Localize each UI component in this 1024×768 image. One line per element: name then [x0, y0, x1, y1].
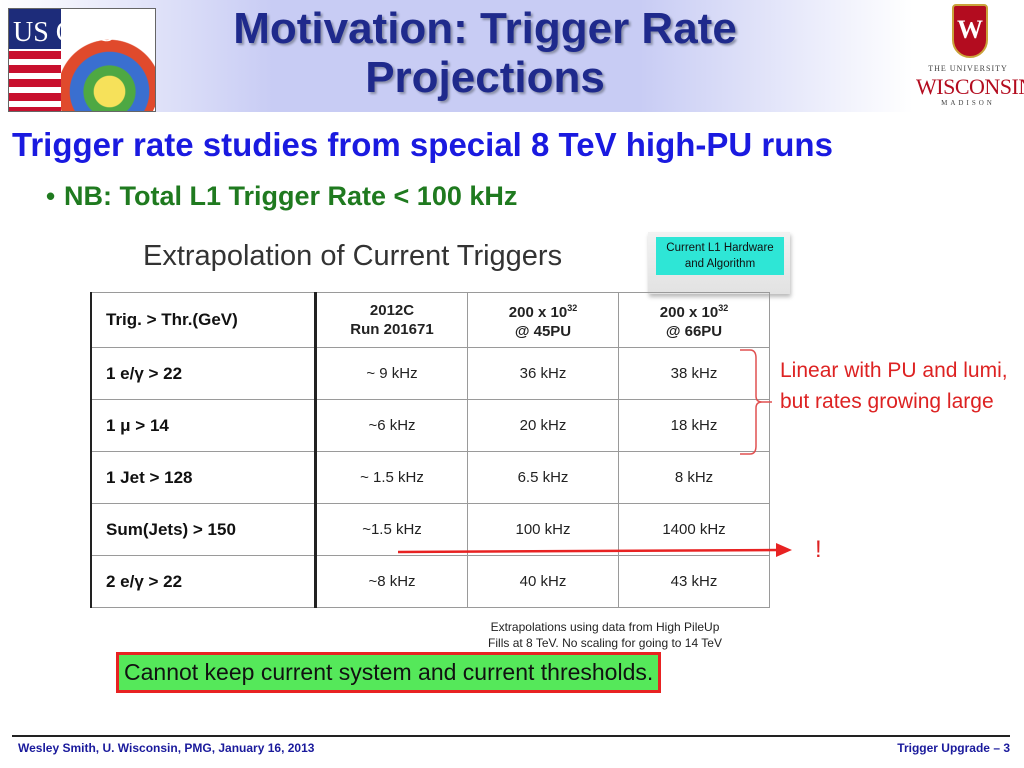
footer-author: Wesley Smith, U. Wisconsin, PMG, January… — [18, 741, 315, 755]
annotation-text: Linear with PU and lumi, but rates growi… — [780, 359, 1008, 413]
header-45pu: 200 x 1032 @ 45PU — [467, 292, 619, 348]
trigger-cell: 1 μ > 14 — [90, 399, 317, 452]
footer-divider — [12, 735, 1010, 737]
cms-swirl-graphic — [49, 31, 155, 111]
run2012c-cell: ~ 1.5 kHz — [315, 451, 468, 504]
header-66pu-base: 200 x 10 — [659, 304, 719, 321]
table-note-line2: Fills at 8 TeV. No scaling for going to … — [488, 636, 722, 650]
trigger-cell: 1 e/γ > 22 — [90, 347, 317, 400]
hardware-label-tab: Current L1 Hardware and Algorithm — [648, 232, 790, 294]
header-66pu-exponent: 32 — [718, 303, 729, 313]
table-note-line1: Extrapolations using data from High Pile… — [490, 620, 720, 634]
trigger-cell: 1 Jet > 128 — [90, 451, 317, 504]
pu45-cell: 36 kHz — [467, 347, 619, 400]
pu66-cell: 8 kHz — [618, 451, 770, 504]
header-66pu-line2: @ 66PU — [665, 323, 723, 340]
run2012c-cell: ~ 9 kHz — [315, 347, 468, 400]
header-run2012c: 2012C Run 201671 — [315, 292, 468, 348]
arrow-icon — [397, 543, 792, 557]
uscms-logo-text: US CMS — [13, 17, 115, 48]
bullet-point: NB: Total L1 Trigger Rate < 100 kHz — [64, 181, 518, 211]
conclusion-callout: Cannot keep current system and current t… — [116, 652, 662, 693]
header-45pu-line1: 200 x 1032 — [468, 299, 618, 322]
header-66pu: 200 x 1032 @ 66PU — [618, 292, 770, 348]
bracket-icon — [740, 349, 772, 455]
run2012c-cell: ~6 kHz — [315, 399, 468, 452]
trigger-rate-table: Trig. > Thr.(GeV) 2012C Run 201671 200 x… — [90, 292, 770, 608]
bullet-dot-icon: • — [46, 181, 56, 211]
wisconsin-logo-line1: THE UNIVERSITY — [928, 64, 1008, 73]
exclamation-mark: ! — [815, 536, 822, 563]
pu45-cell: 6.5 kHz — [467, 451, 619, 504]
pu45-cell: 100 kHz — [467, 503, 619, 556]
flag-canton-graphic — [9, 9, 61, 49]
slide-subtitle: Trigger rate studies from special 8 TeV … — [12, 126, 833, 163]
pu45-cell: 40 kHz — [467, 555, 619, 608]
wisconsin-logo-line3: MADISON — [941, 99, 995, 107]
wisconsin-logo: W THE UNIVERSITY WISCONSIN MADISON — [916, 4, 1024, 110]
table-row: 1 Jet > 128 ~ 1.5 kHz 6.5 kHz 8 kHz — [90, 451, 770, 504]
pu45-cell: 20 kHz — [467, 399, 619, 452]
header-run2012c-line2: Run 201671 — [350, 321, 434, 338]
slide-title: Motivation: Trigger Rate Projections — [200, 4, 770, 102]
run2012c-cell: ~1.5 kHz — [315, 503, 468, 556]
pu66-cell: 18 kHz — [618, 399, 770, 452]
pu66-cell: 43 kHz — [618, 555, 770, 608]
slide-title-line2: Projections — [365, 53, 605, 102]
header-45pu-base: 200 x 10 — [508, 304, 568, 321]
footer-page: Trigger Upgrade – 3 — [897, 741, 1010, 755]
wisconsin-logo-line2: WISCONSIN — [916, 74, 1024, 99]
table-note: Extrapolations using data from High Pile… — [460, 619, 750, 651]
figure-title: Extrapolation of Current Triggers — [143, 240, 563, 272]
table-row: 2 e/γ > 22 ~8 kHz 40 kHz 43 kHz — [90, 555, 770, 608]
header-66pu-line1: 200 x 1032 — [619, 299, 769, 322]
trigger-cell: 2 e/γ > 22 — [90, 555, 317, 608]
uscms-logo: US CMS — [8, 8, 156, 112]
trigger-cell: Sum(Jets) > 150 — [90, 503, 317, 556]
header-run2012c-line1: 2012C — [369, 302, 415, 319]
run2012c-cell: ~8 kHz — [315, 555, 468, 608]
header-45pu-exponent: 32 — [567, 303, 578, 313]
slide-title-line1: Motivation: Trigger Rate — [233, 4, 737, 53]
table-row: 1 μ > 14 ~6 kHz 20 kHz 18 kHz — [90, 399, 770, 452]
header-45pu-line2: @ 45PU — [514, 323, 572, 340]
table-header-row: Trig. > Thr.(GeV) 2012C Run 201671 200 x… — [90, 292, 770, 348]
table-row: 1 e/γ > 22 ~ 9 kHz 36 kHz 38 kHz — [90, 347, 770, 400]
wisconsin-crest-icon: W — [952, 4, 988, 58]
hardware-label-box: Current L1 Hardware and Algorithm — [656, 237, 784, 275]
header-threshold: Trig. > Thr.(GeV) — [90, 292, 317, 348]
